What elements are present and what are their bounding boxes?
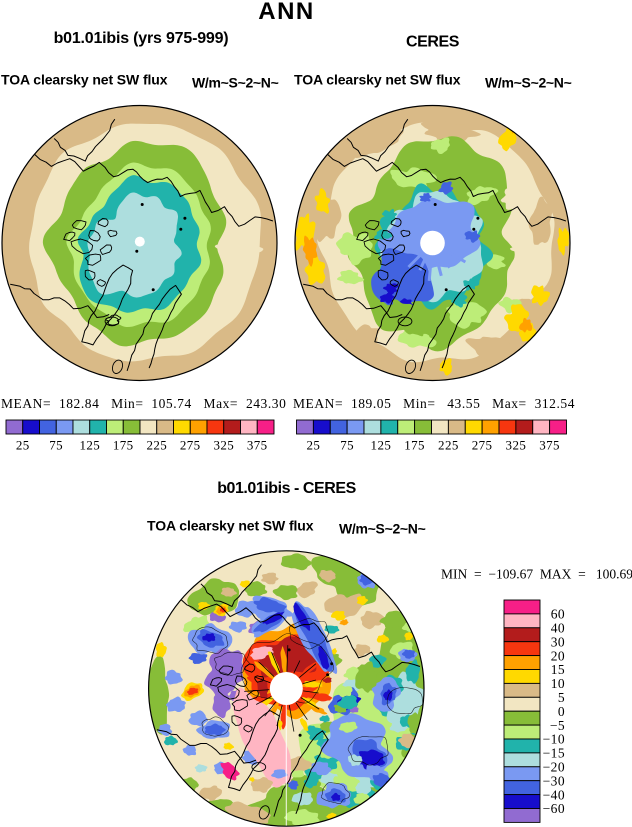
svg-text:25: 25 xyxy=(306,438,320,453)
svg-text:MIN = −109.67 MAX = 100.: MIN = −109.67 MAX = 100.69 xyxy=(441,567,632,582)
svg-text:TOA clearsky net SW flux: TOA clearsky net SW flux xyxy=(294,72,461,88)
svg-text:−40: −40 xyxy=(543,787,565,802)
svg-text:75: 75 xyxy=(49,438,63,453)
svg-text:W/m~S~2~N~: W/m~S~2~N~ xyxy=(485,75,572,91)
svg-text:TOA clearsky net SW flux: TOA clearsky net SW flux xyxy=(147,518,314,534)
svg-text:175: 175 xyxy=(404,438,425,453)
svg-text:325: 325 xyxy=(213,438,234,453)
svg-text:375: 375 xyxy=(539,438,560,453)
svg-text:75: 75 xyxy=(340,438,354,453)
svg-text:W/m~S~2~N~: W/m~S~2~N~ xyxy=(339,521,426,537)
svg-text:−60: −60 xyxy=(543,801,565,816)
svg-text:b01.01ibis - CERES: b01.01ibis - CERES xyxy=(217,480,356,497)
svg-text:125: 125 xyxy=(79,438,100,453)
svg-text:25: 25 xyxy=(16,438,30,453)
svg-text:60: 60 xyxy=(551,607,565,622)
svg-text:15: 15 xyxy=(551,662,565,677)
svg-text:225: 225 xyxy=(146,438,167,453)
svg-text:275: 275 xyxy=(472,438,493,453)
svg-text:375: 375 xyxy=(247,438,268,453)
svg-text:MEAN= 189.05 Min= 43.55: MEAN= 189.05 Min= 43.55 Max= 312.54 xyxy=(293,396,575,411)
svg-text:−30: −30 xyxy=(543,773,565,788)
svg-text:−10: −10 xyxy=(543,732,565,747)
svg-text:5: 5 xyxy=(558,690,565,705)
svg-text:225: 225 xyxy=(438,438,459,453)
svg-text:0: 0 xyxy=(558,704,565,719)
svg-text:TOA clearsky net SW flux: TOA clearsky net SW flux xyxy=(1,72,168,88)
svg-text:CERES: CERES xyxy=(406,34,460,51)
svg-text:−20: −20 xyxy=(543,760,565,775)
svg-text:275: 275 xyxy=(180,438,201,453)
svg-text:175: 175 xyxy=(113,438,134,453)
svg-text:−15: −15 xyxy=(543,746,565,761)
svg-text:30: 30 xyxy=(551,634,565,649)
svg-text:20: 20 xyxy=(551,648,565,663)
svg-text:MEAN= 182.84 Min= 105.74: MEAN= 182.84 Min= 105.74 Max= 243.30 xyxy=(1,396,286,411)
svg-text:ANN: ANN xyxy=(258,0,315,25)
svg-text:125: 125 xyxy=(371,438,392,453)
svg-text:b01.01ibis (yrs 975-999): b01.01ibis (yrs 975-999) xyxy=(54,30,229,47)
svg-text:W/m~S~2~N~: W/m~S~2~N~ xyxy=(192,75,279,91)
svg-text:40: 40 xyxy=(551,621,565,636)
svg-text:325: 325 xyxy=(506,438,527,453)
svg-text:10: 10 xyxy=(551,676,565,691)
svg-text:−5: −5 xyxy=(550,718,565,733)
